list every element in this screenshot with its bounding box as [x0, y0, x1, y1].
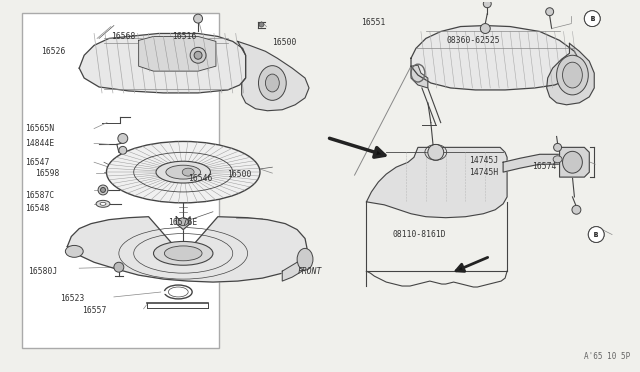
- Text: 14844E: 14844E: [26, 139, 54, 148]
- Ellipse shape: [266, 74, 279, 92]
- Polygon shape: [237, 41, 309, 111]
- Text: 16576E: 16576E: [168, 218, 197, 227]
- Polygon shape: [411, 65, 428, 88]
- Bar: [22, 13, 219, 348]
- Text: B: B: [590, 16, 595, 22]
- Ellipse shape: [563, 62, 582, 88]
- Circle shape: [194, 51, 202, 59]
- Circle shape: [428, 144, 444, 160]
- Ellipse shape: [297, 248, 313, 270]
- Circle shape: [584, 11, 600, 26]
- Ellipse shape: [179, 218, 188, 225]
- Circle shape: [118, 134, 128, 144]
- Text: 16598: 16598: [35, 169, 60, 177]
- Circle shape: [588, 227, 604, 243]
- Circle shape: [119, 147, 127, 154]
- Ellipse shape: [166, 165, 200, 179]
- Text: 16565N: 16565N: [26, 124, 54, 134]
- Ellipse shape: [65, 246, 83, 257]
- Circle shape: [481, 23, 490, 33]
- Ellipse shape: [156, 161, 211, 183]
- Text: 16548: 16548: [26, 203, 50, 213]
- Text: 16557: 16557: [83, 306, 107, 315]
- Ellipse shape: [106, 141, 260, 203]
- Polygon shape: [547, 44, 594, 105]
- Circle shape: [100, 187, 106, 192]
- Polygon shape: [367, 147, 507, 218]
- Ellipse shape: [164, 246, 202, 261]
- Circle shape: [554, 144, 561, 151]
- Text: B: B: [590, 16, 595, 22]
- Text: B: B: [594, 231, 598, 238]
- Text: 14745H: 14745H: [469, 168, 499, 177]
- Text: 16568: 16568: [111, 32, 135, 41]
- Text: 16547: 16547: [26, 158, 50, 167]
- Circle shape: [483, 0, 492, 8]
- Text: 16551: 16551: [362, 17, 386, 26]
- Text: 08110-8161D: 08110-8161D: [393, 230, 447, 239]
- Polygon shape: [411, 26, 579, 90]
- Text: B: B: [594, 231, 598, 238]
- Polygon shape: [176, 217, 190, 230]
- Text: 16574: 16574: [532, 162, 557, 171]
- Ellipse shape: [563, 151, 582, 173]
- Text: 08360-62525: 08360-62525: [447, 36, 500, 45]
- Circle shape: [114, 262, 124, 272]
- Circle shape: [572, 205, 581, 214]
- Circle shape: [194, 14, 202, 23]
- Text: 14745J: 14745J: [469, 157, 499, 166]
- Polygon shape: [139, 36, 216, 71]
- Circle shape: [584, 11, 600, 26]
- Text: 16523: 16523: [60, 294, 84, 303]
- Circle shape: [546, 8, 554, 16]
- Polygon shape: [503, 154, 559, 172]
- Ellipse shape: [553, 156, 562, 163]
- Ellipse shape: [154, 241, 213, 265]
- Text: 16546: 16546: [188, 174, 212, 183]
- Circle shape: [259, 22, 264, 27]
- Circle shape: [98, 185, 108, 195]
- Text: 16500: 16500: [273, 38, 297, 47]
- Text: FRONT: FRONT: [298, 267, 323, 276]
- Polygon shape: [282, 253, 309, 281]
- Ellipse shape: [557, 55, 588, 95]
- Polygon shape: [559, 147, 589, 177]
- Ellipse shape: [96, 201, 110, 207]
- Text: A'65 10 5P: A'65 10 5P: [584, 352, 630, 361]
- Text: 16587C: 16587C: [26, 191, 54, 200]
- Text: 16500: 16500: [227, 170, 252, 179]
- Circle shape: [190, 47, 206, 63]
- Text: 16516: 16516: [172, 32, 196, 41]
- Ellipse shape: [259, 66, 286, 100]
- Polygon shape: [67, 217, 307, 282]
- Ellipse shape: [182, 168, 194, 176]
- Text: 16526: 16526: [41, 47, 65, 56]
- Circle shape: [588, 227, 604, 243]
- Text: 16580J: 16580J: [29, 267, 58, 276]
- Ellipse shape: [100, 202, 106, 205]
- Polygon shape: [79, 33, 246, 93]
